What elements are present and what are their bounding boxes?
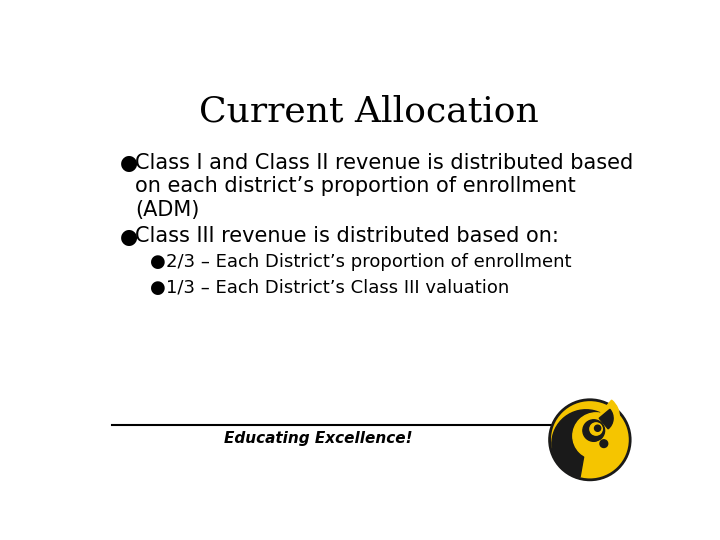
Wedge shape <box>599 409 613 429</box>
Circle shape <box>600 440 608 448</box>
Circle shape <box>583 420 605 441</box>
Text: on each district’s proportion of enrollment: on each district’s proportion of enrollm… <box>135 177 576 197</box>
Text: ●: ● <box>150 279 166 297</box>
Wedge shape <box>552 410 608 477</box>
Text: Class I and Class II revenue is distributed based: Class I and Class II revenue is distribu… <box>135 153 633 173</box>
Circle shape <box>590 423 602 435</box>
Ellipse shape <box>595 441 612 451</box>
Text: Educating Excellence!: Educating Excellence! <box>225 431 413 447</box>
Circle shape <box>595 425 600 431</box>
Text: ●: ● <box>120 153 138 173</box>
Text: ●: ● <box>120 226 138 246</box>
Text: 2/3 – Each District’s proportion of enrollment: 2/3 – Each District’s proportion of enro… <box>166 253 572 272</box>
Text: (ADM): (ADM) <box>135 200 199 220</box>
Text: ●: ● <box>150 253 166 272</box>
Text: Class III revenue is distributed based on:: Class III revenue is distributed based o… <box>135 226 559 246</box>
Wedge shape <box>598 400 619 435</box>
Text: Current Allocation: Current Allocation <box>199 94 539 128</box>
Circle shape <box>549 400 630 480</box>
Circle shape <box>573 413 619 459</box>
Text: 1/3 – Each District’s Class III valuation: 1/3 – Each District’s Class III valuatio… <box>166 279 509 297</box>
